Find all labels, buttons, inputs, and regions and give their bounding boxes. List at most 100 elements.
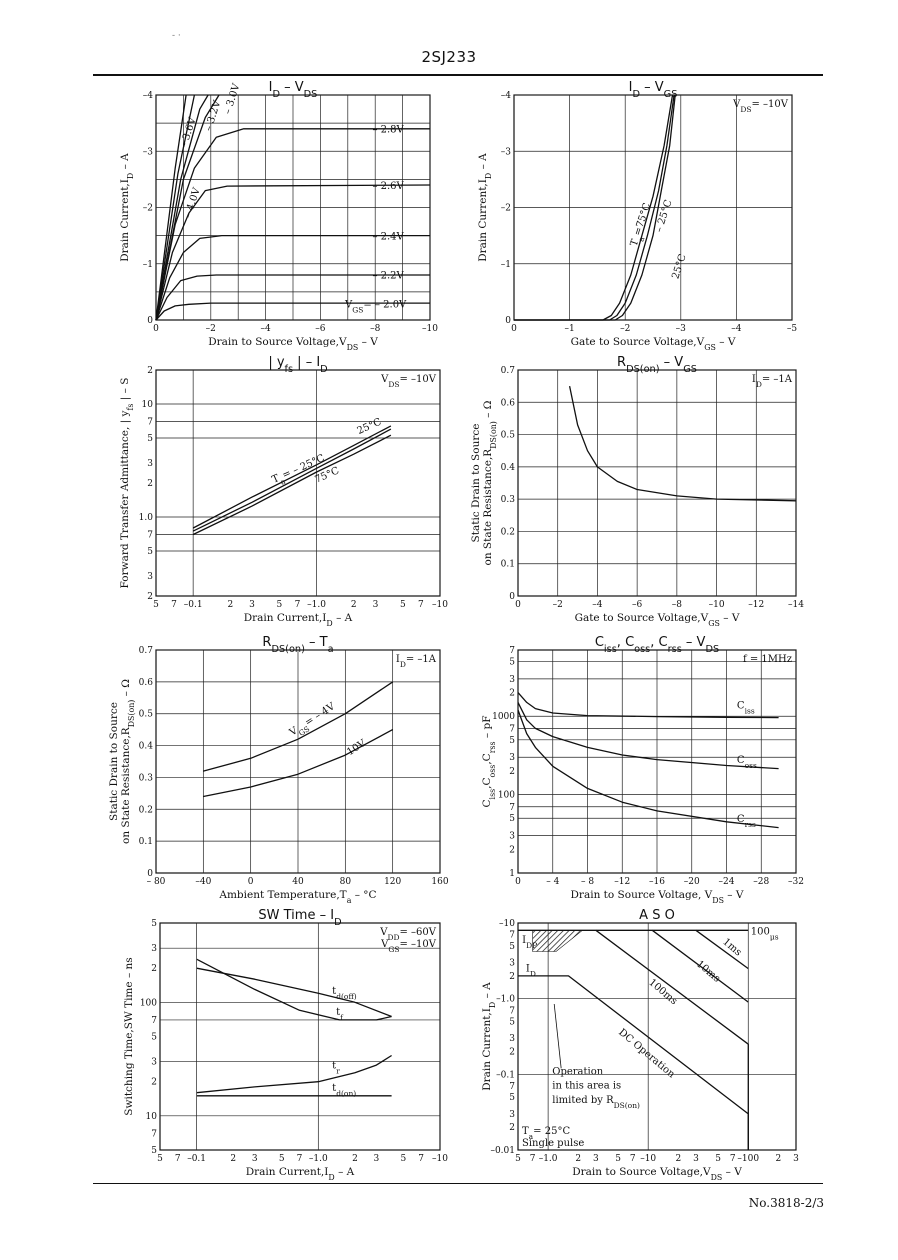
chart-yfs-id: 5 7 –0.1 2 3 5 7 –1.0 2 3 5 7 –10 2 3 5 7 1.0 2 3 5 7 10 2 | yfs… <box>119 355 448 628</box>
y-tick-label: 3 <box>509 832 515 842</box>
x-tick-label: –100 <box>737 1154 759 1164</box>
x-tick-label: – 8 <box>581 877 594 887</box>
y-tick-label: 100 <box>498 791 515 801</box>
series-line <box>155 184 431 321</box>
series-label: – 2.4V <box>372 232 404 243</box>
series-line <box>568 385 797 502</box>
series-line <box>695 929 749 970</box>
x-tick-label: 80 <box>340 877 352 887</box>
y-tick-label: 5 <box>151 1146 157 1156</box>
x-tick-label: 3 <box>252 1154 258 1164</box>
y-tick-label: 3 <box>147 572 153 582</box>
chart-title: ID – VGS <box>629 80 678 100</box>
y-tick-label: 3 <box>509 675 515 685</box>
x-tick-label: –28 <box>753 877 769 887</box>
series-line <box>155 302 430 321</box>
x-tick-label: 5 <box>615 1154 621 1164</box>
x-tick-label: –4 <box>731 324 742 334</box>
y-tick-label: 0.1 <box>139 837 153 847</box>
page-title: 2SJ233 <box>421 48 477 66</box>
x-tick-label: 7 <box>418 1154 424 1164</box>
chart-title: RDS(on) – Ta <box>262 635 333 655</box>
series-label: td(off) <box>332 986 357 1001</box>
series-line <box>192 425 392 529</box>
series-label: – 2.2V <box>372 270 404 281</box>
y-tick-label: 2 <box>509 1123 515 1133</box>
y-tick-label: 0.6 <box>139 678 154 688</box>
y-tick-label: 3 <box>509 1034 515 1044</box>
x-tick-label: –10 <box>432 600 448 610</box>
x-tick-label: 0 <box>515 877 521 887</box>
series-line <box>155 274 430 321</box>
x-axis-label: Drain Current,ID – A <box>246 1166 355 1182</box>
chart-aso: 5 7 –1.0 2 3 5 7 –10 2 3 5 7 –100 2 3–0.012357–0.12357… <box>481 908 799 1182</box>
chart-note: Single pulse <box>522 1138 584 1149</box>
x-tick-label: 2 <box>776 1154 782 1164</box>
y-axis-label: Drain Current,ID – A <box>481 982 497 1091</box>
y-tick-label: 2 <box>509 689 515 699</box>
x-tick-label: 2 <box>675 1154 681 1164</box>
y-tick-label: 0 <box>505 316 511 326</box>
series-line <box>155 94 187 321</box>
series-label: 25°C <box>356 416 384 437</box>
series-label: in this area is <box>552 1080 621 1091</box>
y-tick-label: 0.2 <box>139 805 153 815</box>
x-tick-label: 160 <box>431 877 448 887</box>
y-tick-label: 100 <box>140 998 157 1008</box>
series-line <box>196 967 392 1018</box>
chart-rds-vgs: 0 –2 –4 –6 –8 –10 –12 –14 0 0.1 0.2 0.3 0.4 0.5 0.6 0.7… <box>470 355 804 628</box>
y-tick-label: 5 <box>151 1033 157 1043</box>
series-line <box>514 94 676 321</box>
series-line <box>155 234 430 321</box>
x-tick-label: 0 <box>248 877 254 887</box>
x-tick-label: 2 <box>575 1154 581 1164</box>
series-label: tf <box>336 1007 344 1022</box>
series-label: – 3.0V <box>222 82 242 116</box>
x-axis-label: Drain to Source Voltage, VDS – V <box>571 889 744 905</box>
x-tick-label: –3 <box>676 324 687 334</box>
x-axis-label: Ambient Temperature,Ta – °C <box>218 889 376 905</box>
chart-note: ID= –1A <box>752 374 793 389</box>
y-tick-label: 7 <box>147 418 153 428</box>
y-axis-label: Switching Time,SW Time – ns <box>123 957 135 1115</box>
chart-note: VDS= –10V <box>380 374 437 389</box>
y-tick-label: 7 <box>509 1082 515 1092</box>
plot-frame <box>517 369 797 597</box>
y-tick-label: 2 <box>147 479 153 489</box>
series-label: 100ms <box>646 977 679 1007</box>
y-axis-label: Static Drain to Source <box>108 702 120 821</box>
y-tick-label: –4 <box>501 91 512 101</box>
y-tick-label: 3 <box>509 1110 515 1120</box>
y-axis-label: Drain Current,ID – A <box>477 153 493 262</box>
x-tick-label: –10 <box>709 600 725 610</box>
x-tick-label: –12 <box>748 600 764 610</box>
y-tick-label: 2 <box>147 592 153 602</box>
y-tick-label: –2 <box>143 204 153 214</box>
series-line <box>595 929 749 1150</box>
y-tick-label: 3 <box>147 459 153 469</box>
x-tick-label: 2 <box>352 1154 358 1164</box>
series-line <box>155 94 196 321</box>
y-tick-label: 3 <box>151 944 157 954</box>
series-label: td(on) <box>332 1083 356 1098</box>
y-tick-label: –0.01 <box>490 1146 515 1156</box>
chart-note: VGS= –10V <box>380 939 437 954</box>
y-axis-label: on State Resistance,RDS(on) – Ω <box>482 400 498 565</box>
chart-cap-vds: 0– 4– 8 –12 –16 –20 –24 –28 –32123571002357100… <box>481 635 804 905</box>
x-tick-label: 7 <box>297 1154 303 1164</box>
y-tick-label: 5 <box>509 942 515 952</box>
series-line <box>518 975 749 1150</box>
x-tick-label: –6 <box>632 600 643 610</box>
x-tick-label: 7 <box>418 600 424 610</box>
x-tick-label: 3 <box>249 600 255 610</box>
x-tick-label: –5 <box>787 324 798 334</box>
y-tick-label: 5 <box>509 1017 515 1027</box>
limited-area-hatch <box>532 930 584 952</box>
x-tick-label: 0 <box>515 600 521 610</box>
series-label: Operation <box>552 1066 603 1077</box>
y-tick-label: 5 <box>151 919 157 929</box>
y-tick-label: 0.3 <box>501 495 516 505</box>
y-tick-label: 5 <box>509 736 515 746</box>
x-tick-label: –40 <box>195 877 211 887</box>
y-tick-label: 5 <box>509 814 515 824</box>
